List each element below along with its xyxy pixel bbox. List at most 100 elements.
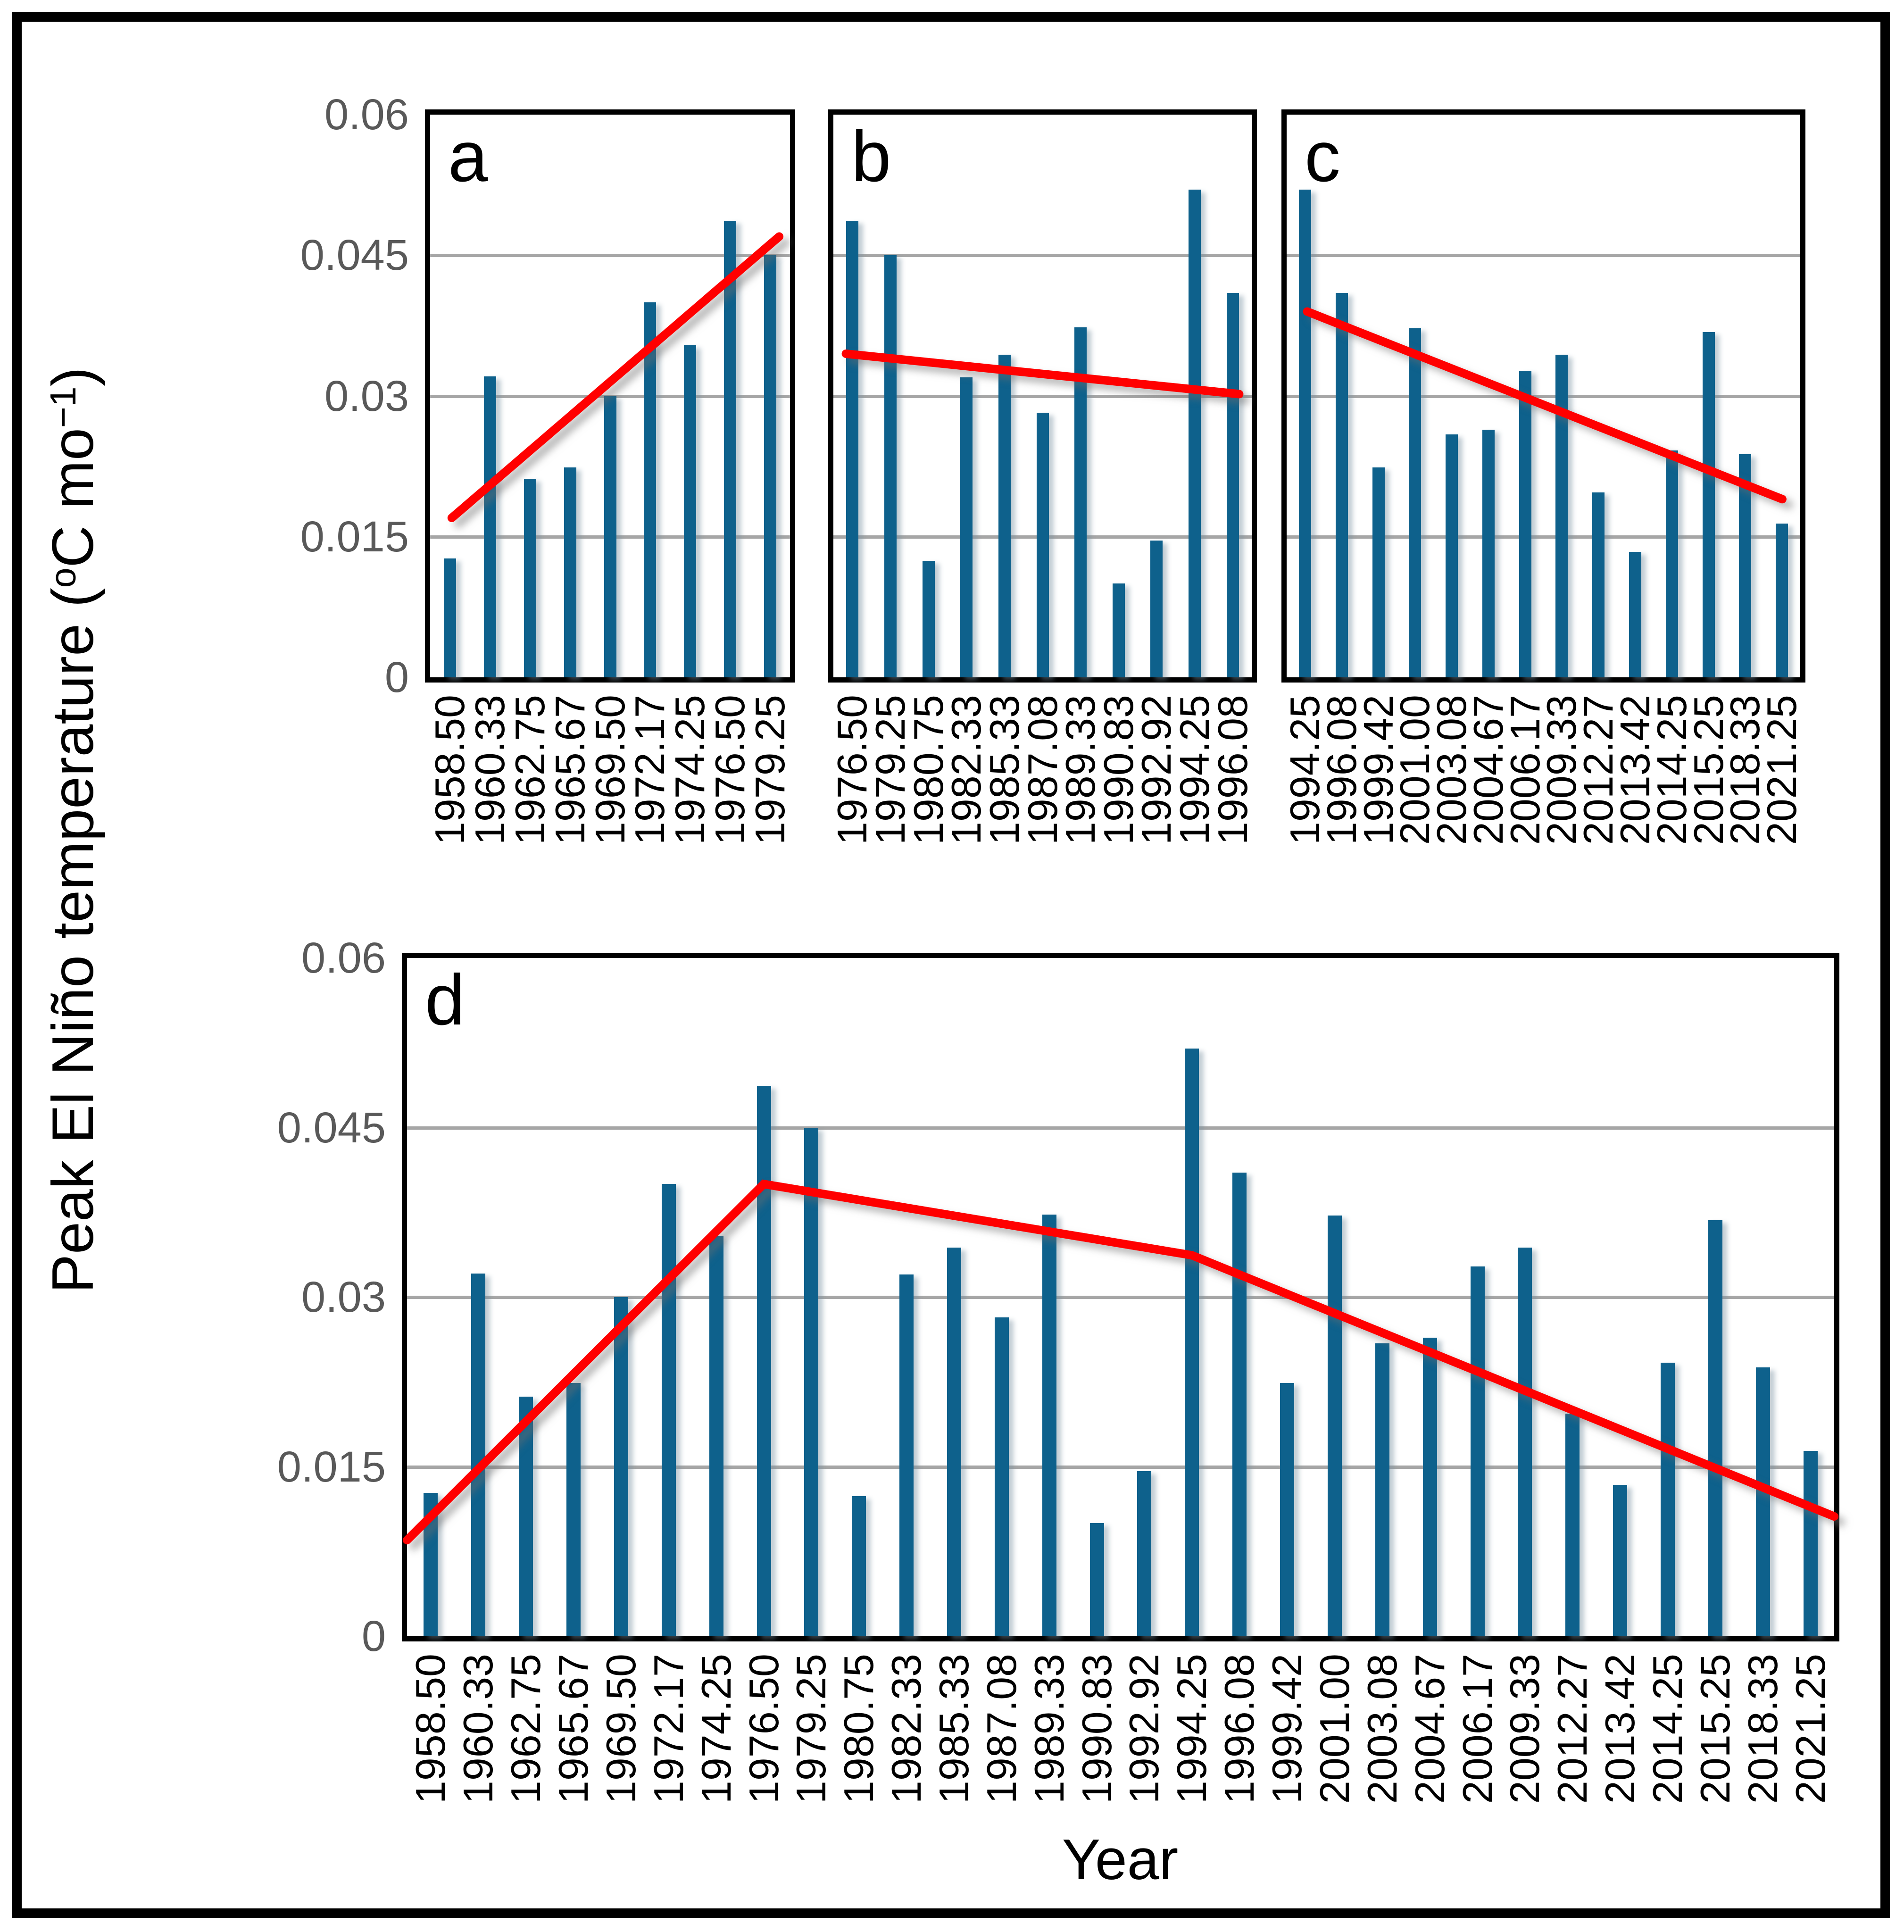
y-tick-label: 0.03 <box>301 1273 386 1321</box>
y-axis-unit: C mo <box>41 428 106 568</box>
bar-1982.33 <box>899 1274 914 1636</box>
panel-letter-b: b <box>851 117 891 197</box>
x-tick-label: 2004.67 <box>1406 1654 1453 1804</box>
bar-1972.17 <box>644 302 657 677</box>
bar-2014.25 <box>1661 1363 1675 1636</box>
x-tick-label: 1960.33 <box>455 1654 502 1804</box>
x-tick-label: 1965.67 <box>550 1654 597 1804</box>
bar-2015.25 <box>1708 1220 1722 1636</box>
gridline <box>1287 535 1800 539</box>
bar-2014.25 <box>1665 450 1678 677</box>
bar-2015.25 <box>1702 332 1715 677</box>
x-tick-label: 1985.33 <box>931 1654 977 1804</box>
x-tick-label: 1982.33 <box>883 1654 930 1804</box>
bar-1965.67 <box>566 1383 581 1636</box>
trend-line-layer <box>403 1179 1838 1545</box>
x-tick-label: 2013.42 <box>1596 1654 1644 1804</box>
bar-1960.33 <box>484 376 497 677</box>
bar-1974.25 <box>709 1236 723 1636</box>
panel-c: c 1994.25 1996.08 1999.42 2001.00 2003.08 2004… <box>1281 109 1805 845</box>
x-tick-label: 1996.08 <box>1209 695 1256 845</box>
trend-line-layer <box>841 350 1244 399</box>
x-tick-label: 2001.00 <box>1311 1654 1358 1804</box>
trend-line-layer <box>1303 307 1787 504</box>
bar-1980.75 <box>852 1496 866 1636</box>
x-tick-label: 2021.25 <box>1758 695 1805 845</box>
bar-1999.42 <box>1280 1383 1294 1636</box>
x-axis-title: Year <box>1062 1827 1179 1891</box>
bar-2018.33 <box>1755 1367 1770 1636</box>
panel-d: d 1958.50 1960.33 1962.75 1965.67 1969.50 1972… <box>277 934 1839 1804</box>
x-tick-label: 2014.25 <box>1644 1654 1691 1804</box>
bar-2012.27 <box>1565 1413 1580 1636</box>
x-tick-label: 1972.17 <box>645 1654 692 1804</box>
bar-2003.08 <box>1375 1343 1389 1636</box>
bar-1976.50 <box>723 220 736 677</box>
x-tick-label: 2021.25 <box>1787 1654 1834 1804</box>
gridline <box>1287 254 1800 258</box>
bar-1962.75 <box>519 1396 533 1636</box>
bar-1987.08 <box>1036 413 1049 677</box>
gridline <box>407 1126 1834 1130</box>
y-tick-label: 0 <box>384 653 409 701</box>
x-tick-label: 1979.25 <box>788 1654 835 1804</box>
gridline <box>833 394 1252 398</box>
bar-1969.50 <box>604 396 616 677</box>
y-tick-label: 0.03 <box>324 372 409 420</box>
bar-1979.25 <box>804 1127 819 1636</box>
y-axis-title: Peak El Niño temperature (oC mo−1) <box>38 146 108 1514</box>
y-tick-label: 0.015 <box>277 1442 386 1491</box>
panel-b: b 1976.50 1979.25 1980.75 1982.33 1985.33 1987… <box>828 109 1257 845</box>
bar-1994.25 <box>1298 190 1311 677</box>
y-tick-label: 0.06 <box>301 934 386 982</box>
trend-line <box>841 350 1244 399</box>
x-tick-label: 1962.75 <box>502 1654 549 1804</box>
gridline <box>407 1296 1834 1299</box>
bar-1969.50 <box>614 1297 628 1636</box>
y-axis-title-close: ) <box>41 367 106 387</box>
x-tick-label: 1974.25 <box>692 1654 740 1804</box>
bar-1972.17 <box>661 1184 676 1636</box>
x-tick-label: 1989.33 <box>1025 1654 1073 1804</box>
x-tick-label: 2003.08 <box>1358 1654 1405 1804</box>
bar-2021.25 <box>1803 1450 1818 1636</box>
y-tick-label: 0.045 <box>277 1103 386 1152</box>
bar-1990.83 <box>1089 1523 1104 1636</box>
bar-1985.33 <box>998 355 1011 677</box>
bar-1965.67 <box>564 467 576 677</box>
bar-2001.00 <box>1327 1216 1342 1636</box>
bar-1979.25 <box>884 255 897 677</box>
gridline <box>833 254 1252 258</box>
gridline <box>407 1465 1834 1469</box>
x-tick-label: 1976.50 <box>740 1654 787 1804</box>
x-tick-label: 2009.33 <box>1501 1654 1548 1804</box>
bar-1976.50 <box>757 1085 771 1636</box>
exponent-superscript: −1 <box>43 386 84 428</box>
figure-border <box>12 12 1890 1918</box>
bar-2003.08 <box>1446 434 1458 677</box>
bar-1990.83 <box>1112 583 1125 677</box>
bar-2009.33 <box>1518 1247 1532 1636</box>
bar-1980.75 <box>922 561 935 677</box>
bar-2013.42 <box>1613 1484 1628 1636</box>
x-tick-label: 1994.25 <box>1168 1654 1215 1804</box>
bar-2021.25 <box>1776 523 1788 677</box>
gridline <box>1287 394 1800 398</box>
x-tick-label: 1979.25 <box>746 695 793 845</box>
bar-1987.08 <box>994 1317 1009 1636</box>
y-tick-label: 0.015 <box>300 512 409 561</box>
trend-line <box>1303 307 1787 504</box>
bar-1962.75 <box>524 478 536 677</box>
bar-1979.25 <box>764 255 776 677</box>
x-tick-label: 1990.83 <box>1073 1654 1120 1804</box>
x-tick-label: 2012.27 <box>1549 1654 1596 1804</box>
x-tick-label: 2015.25 <box>1691 1654 1738 1804</box>
bar-1994.25 <box>1185 1048 1199 1636</box>
gridline <box>430 254 790 258</box>
x-tick-label: 1999.42 <box>1264 1654 1310 1804</box>
trend-line <box>447 232 784 522</box>
bar-1976.50 <box>846 220 859 677</box>
panel-letter-d: d <box>425 960 465 1040</box>
panel-letter-c: c <box>1305 117 1340 197</box>
